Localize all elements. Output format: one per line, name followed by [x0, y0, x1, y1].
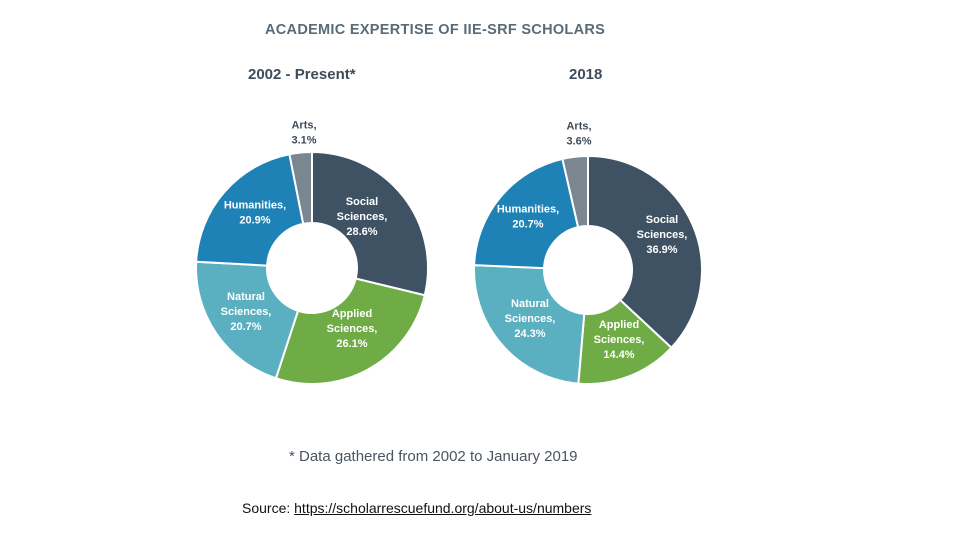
left-label-applied-sciences: Applied Sciences, 26.1%: [327, 308, 378, 350]
left-slice-applied-sciences: [274, 277, 426, 385]
right-label-applied-sciences: Applied Sciences, 14.4%: [594, 319, 645, 361]
right-label-arts: Arts, 3.6%: [566, 121, 591, 148]
right-label-natural-sciences: Natural Sciences, 24.3%: [505, 298, 556, 340]
left-label-social-sciences: Social Sciences, 28.6%: [337, 196, 388, 238]
right-slice-natural-sciences: [473, 264, 586, 385]
source-link[interactable]: https://scholarrescuefund.org/about-us/n…: [294, 500, 592, 516]
chart-subtitle-left: 2002 - Present*: [248, 66, 356, 83]
donut-chart-left: Social Sciences, 28.6% Applied Sciences, 26.1…: [195, 120, 429, 385]
left-slice-social-sciences: [311, 150, 429, 297]
chart-title: ACADEMIC EXPERTISE OF IIE-SRF SCHOLARS: [265, 22, 606, 38]
right-slice-social-sciences: [587, 154, 703, 350]
right-slice-humanities: [473, 157, 580, 270]
right-label-humanities: Humanities, 20.7%: [497, 204, 559, 231]
donut-chart-right: Social Sciences, 36.9% Applied Sciences, 14.4…: [473, 121, 703, 385]
source-label: Source:: [242, 500, 291, 516]
left-slice-arts: [288, 150, 313, 226]
left-label-natural-sciences: Natural Sciences, 20.7%: [221, 291, 272, 333]
left-slice-natural-sciences: [195, 260, 300, 380]
source-line: Source: https://scholarrescuefund.org/ab…: [242, 500, 591, 516]
left-label-humanities: Humanities, 20.9%: [224, 200, 286, 227]
right-label-social-sciences: Social Sciences, 36.9%: [637, 214, 688, 256]
left-label-arts: Arts, 3.1%: [291, 120, 316, 147]
footnote: * Data gathered from 2002 to January 201…: [289, 448, 578, 465]
chart-subtitle-right: 2018: [569, 66, 603, 83]
left-slice-humanities: [195, 153, 305, 267]
right-slice-arts: [561, 154, 589, 229]
